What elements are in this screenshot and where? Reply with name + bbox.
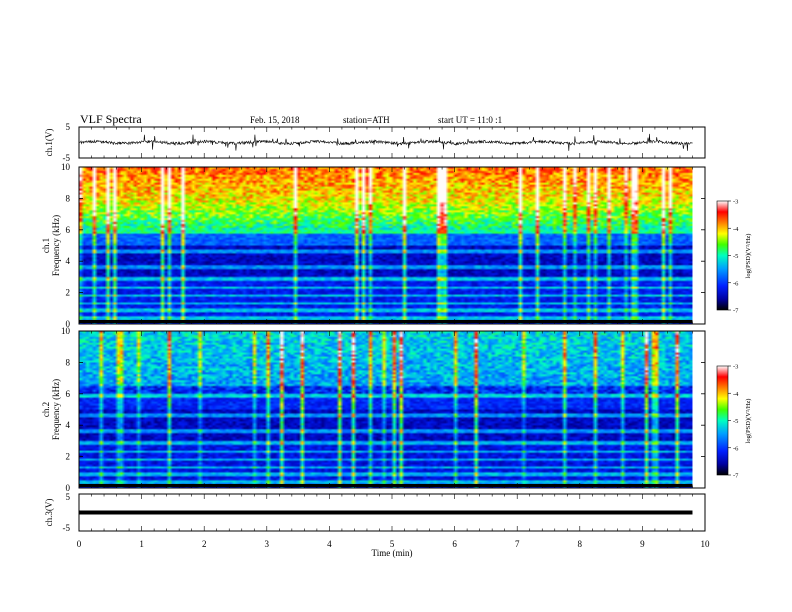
ch2-colorbar-scale xyxy=(716,365,729,476)
ch2-spectrogram-image xyxy=(79,331,693,488)
ytick-label: 6 xyxy=(66,225,71,235)
colorbar-tick-label: -6 xyxy=(733,280,739,287)
xtick-label: 10 xyxy=(701,539,711,549)
ch1-spectrogram-image xyxy=(79,167,693,324)
ch2-colorbar-ticks: -3 -4 -5 -6 -7 xyxy=(728,364,739,480)
xtick-label: 2 xyxy=(202,539,207,549)
x-axis-ticks xyxy=(78,127,706,531)
ytick-label: 8 xyxy=(66,193,71,203)
spectrogram-raster xyxy=(79,331,693,488)
ytick-label: 2 xyxy=(66,288,71,298)
xtick-label: 0 xyxy=(77,539,82,549)
ytick-label: 4 xyxy=(66,256,71,266)
xtick-label: 5 xyxy=(390,539,395,549)
ch1-waveform-panel: 5 -5 ch.1(V) xyxy=(44,122,706,163)
xtick-label: 7 xyxy=(515,539,520,549)
ch1-colorbar-ticks: -3 -4 -5 -6 -7 xyxy=(728,199,739,315)
ch1-yticks: 0 2 4 6 8 10 xyxy=(61,162,705,329)
spectrogram-baseline xyxy=(79,484,693,487)
colorbar-tick-label: -7 xyxy=(733,473,739,480)
ch3-ylabel: ch.3(V) xyxy=(44,499,54,527)
ytick-label: 4 xyxy=(66,420,71,430)
colorbar-tick-label: -7 xyxy=(733,308,739,315)
spectrogram-raster xyxy=(79,167,693,324)
x-axis-label: Time (min) xyxy=(372,548,413,558)
ch2-spec-ylabel-channel: ch.2 xyxy=(41,402,51,417)
ch1-colorbar-scale xyxy=(716,200,729,311)
xtick-label: 1 xyxy=(139,539,144,549)
ch1-spectrogram-panel: 0 2 4 6 8 10 ch.1 Frequency (kHz) xyxy=(41,162,706,329)
ytick-label: 0 xyxy=(66,483,71,493)
colorbar-tick-label: -3 xyxy=(733,199,738,206)
ch1-colorbar: -3 -4 -5 -6 -7 log(PSD)(V²/Hz) xyxy=(716,199,752,315)
colorbar-tick-label: -4 xyxy=(733,226,739,233)
colorbar-tick-label: -6 xyxy=(733,445,739,452)
ch3-ytick-top: 5 xyxy=(66,492,71,502)
ch3-ytick-bottom: -5 xyxy=(63,523,71,533)
xtick-label: 3 xyxy=(265,539,270,549)
ytick-label: 0 xyxy=(66,319,71,329)
ytick-label: 10 xyxy=(61,326,71,336)
ch2-colorbar-label: log(PSD)(V²/Hz) xyxy=(745,399,752,444)
ytick-label: 8 xyxy=(66,357,71,367)
ch2-spectrogram-panel: 0 2 4 6 8 10 ch.2 Frequency (kHz) xyxy=(41,326,706,493)
ch1-spec-ylabel-channel: ch.1 xyxy=(41,238,51,253)
colorbar-tick-label: -3 xyxy=(733,364,738,371)
ch1-colorbar-label: log(PSD)(V²/Hz) xyxy=(745,234,752,279)
ch2-colorbar: -3 -4 -5 -6 -7 log(PSD)(V²/Hz) xyxy=(716,364,752,480)
ch2-spec-ylabel-frequency: Frequency (kHz) xyxy=(51,379,61,440)
start-time-label: start UT = 11:0 :1 xyxy=(438,115,502,125)
ch1-waveform-trace xyxy=(78,133,693,151)
date-label: Feb. 15, 2018 xyxy=(250,115,300,125)
colorbar-tick-label: -5 xyxy=(733,253,738,260)
ch1-ylabel: ch.1(V) xyxy=(44,129,54,157)
ch1-spec-ylabel-frequency: Frequency (kHz) xyxy=(51,215,61,276)
xtick-label: 6 xyxy=(452,539,457,549)
xtick-label: 8 xyxy=(578,539,583,549)
ytick-label: 2 xyxy=(66,452,71,462)
xtick-label: 9 xyxy=(640,539,645,549)
ch3-waveform-panel: 5 -5 ch.3(V) xyxy=(44,492,706,533)
ch1-ytick-top: 5 xyxy=(66,122,71,132)
figure-title: VLF Spectra xyxy=(80,112,142,126)
station-label: station=ATH xyxy=(343,115,390,125)
colorbar-tick-label: -4 xyxy=(733,391,739,398)
xtick-label: 4 xyxy=(327,539,332,549)
x-axis-tick-labels: 0 1 2 3 4 5 6 7 8 9 10 xyxy=(77,539,710,549)
ytick-label: 10 xyxy=(61,162,71,172)
colorbar-tick-label: -5 xyxy=(733,418,738,425)
ch1-ytick-bottom: -5 xyxy=(63,153,71,163)
spectrogram-baseline xyxy=(79,320,693,323)
ch2-yticks: 0 2 4 6 8 10 xyxy=(61,326,705,493)
ytick-label: 6 xyxy=(66,389,71,399)
